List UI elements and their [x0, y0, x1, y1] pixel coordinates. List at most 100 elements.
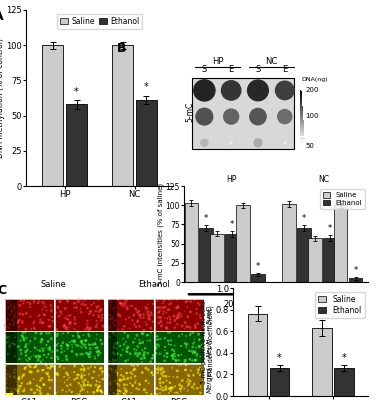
- Point: [143, 319, 149, 325]
- Point: [87, 345, 93, 352]
- Point: [120, 376, 126, 382]
- Text: C: C: [0, 284, 6, 297]
- Point: [5, 324, 11, 331]
- Point: [27, 304, 33, 310]
- Point: [96, 308, 102, 315]
- Point: [72, 337, 78, 344]
- Point: [70, 344, 76, 350]
- Circle shape: [201, 139, 208, 146]
- Point: [154, 385, 160, 391]
- Point: [169, 346, 175, 353]
- Point: [155, 370, 161, 376]
- Point: [111, 358, 117, 364]
- Point: [171, 348, 177, 354]
- Point: [155, 298, 161, 304]
- Point: [94, 332, 100, 338]
- Point: [42, 304, 48, 310]
- Point: [150, 301, 156, 307]
- Text: RSC: RSC: [70, 398, 87, 400]
- Point: [88, 382, 94, 389]
- Point: [138, 312, 144, 318]
- Point: [3, 333, 9, 340]
- Point: [3, 376, 9, 382]
- Point: [161, 369, 167, 375]
- Point: [50, 364, 56, 370]
- Point: [122, 376, 128, 382]
- Bar: [5, 364, 54, 395]
- Point: [18, 383, 24, 389]
- Point: [179, 383, 185, 390]
- Point: [189, 348, 195, 355]
- Point: [106, 391, 112, 398]
- Point: [182, 357, 188, 364]
- Point: [82, 326, 88, 333]
- Point: [127, 302, 133, 309]
- Point: [41, 381, 47, 388]
- Bar: [323, 238, 337, 282]
- Point: [142, 345, 148, 352]
- Point: [78, 382, 84, 389]
- Point: [168, 337, 174, 344]
- Point: [160, 300, 166, 306]
- Text: *: *: [342, 353, 346, 363]
- Point: [164, 377, 170, 384]
- Point: [53, 326, 59, 333]
- Point: [104, 330, 110, 337]
- Point: [111, 317, 117, 324]
- Point: [191, 386, 197, 392]
- Bar: [105, 331, 154, 363]
- Point: [45, 351, 52, 358]
- Point: [71, 325, 77, 332]
- Point: [121, 329, 127, 336]
- Point: [79, 344, 85, 351]
- Point: [182, 299, 188, 306]
- Point: [34, 314, 40, 320]
- Point: [186, 297, 193, 304]
- Point: [174, 321, 180, 328]
- Point: [132, 366, 138, 372]
- Point: [11, 312, 17, 318]
- Point: [23, 310, 29, 317]
- Point: [183, 333, 189, 339]
- Point: [65, 342, 71, 348]
- Point: [158, 314, 164, 321]
- Point: [124, 370, 130, 376]
- Point: [96, 314, 102, 320]
- Point: [108, 358, 114, 365]
- Point: [176, 362, 182, 368]
- Point: [11, 374, 17, 380]
- Point: [124, 345, 130, 352]
- Circle shape: [276, 81, 294, 100]
- Point: [31, 352, 37, 358]
- Point: [76, 296, 82, 303]
- Point: [85, 365, 91, 372]
- Point: [150, 352, 156, 358]
- Text: NC: NC: [265, 57, 277, 66]
- Point: [167, 380, 173, 386]
- Point: [105, 373, 111, 380]
- Bar: [300, 133, 304, 135]
- Point: [61, 365, 67, 371]
- Bar: [5, 364, 17, 395]
- Point: [99, 341, 105, 347]
- Point: [131, 346, 137, 352]
- Point: [45, 346, 52, 352]
- Point: [43, 370, 49, 376]
- Point: [131, 312, 137, 318]
- Point: [191, 339, 197, 346]
- Point: [125, 357, 131, 363]
- Point: [192, 296, 198, 303]
- Point: [12, 366, 18, 373]
- Point: [170, 356, 176, 362]
- Point: [73, 351, 79, 358]
- Bar: [105, 331, 154, 363]
- Point: [115, 297, 121, 303]
- Point: [71, 362, 77, 368]
- Point: [132, 335, 138, 342]
- Point: [104, 389, 110, 395]
- Point: [77, 351, 83, 358]
- Point: [185, 388, 191, 394]
- Point: [27, 348, 33, 355]
- Point: [162, 386, 168, 393]
- Point: [86, 333, 92, 339]
